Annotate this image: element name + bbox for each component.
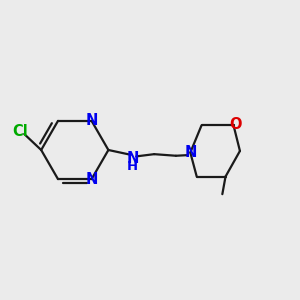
Text: N: N [184,145,196,160]
Text: N: N [126,151,139,166]
Text: Cl: Cl [13,124,28,139]
Text: H: H [127,160,138,173]
Text: N: N [86,113,98,128]
Text: O: O [229,117,242,132]
Text: N: N [86,172,98,187]
